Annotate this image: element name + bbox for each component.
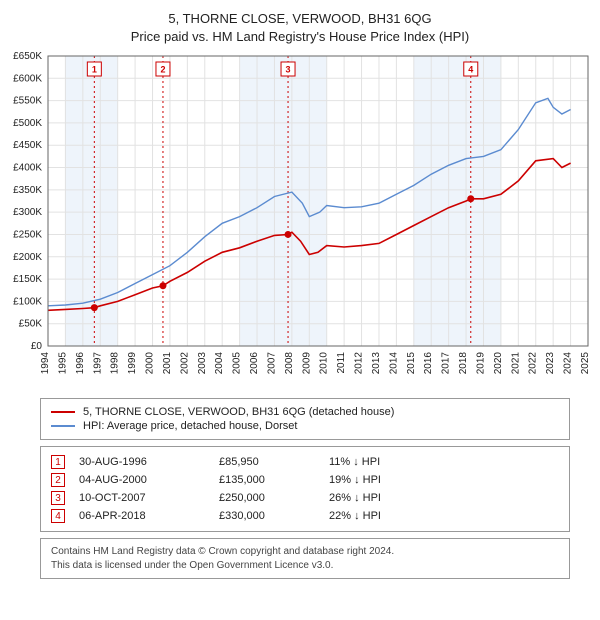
sale-row: 4 06-APR-2018£330,00022% ↓ HPI [51,507,559,525]
x-tick-label: 2015 [406,352,417,375]
sale-point [467,196,474,203]
sale-row-diff: 19% ↓ HPI [329,474,559,486]
chart-titles: 5, THORNE CLOSE, VERWOOD, BH31 6QG Price… [0,0,600,50]
x-tick-label: 2017 [441,352,452,375]
legend-swatch [51,425,75,427]
title-subtitle: Price paid vs. HM Land Registry's House … [8,28,592,46]
y-tick-label: £650K [13,51,42,62]
y-tick-label: £100K [13,297,42,308]
sale-marker-number: 4 [468,65,473,75]
sale-row-marker: 2 [51,473,65,487]
sale-row-marker: 3 [51,491,65,505]
x-tick-label: 1999 [127,352,138,375]
y-tick-label: £50K [19,319,43,330]
x-tick-label: 1998 [110,352,121,375]
x-tick-label: 2010 [319,352,330,375]
sale-marker-number: 1 [92,65,97,75]
sale-row-marker: 4 [51,509,65,523]
sale-point [91,305,98,312]
x-tick-label: 1996 [75,352,86,375]
y-tick-label: £150K [13,274,42,285]
x-tick-label: 2014 [388,352,399,375]
y-tick-label: £350K [13,185,42,196]
footer-line-1: Contains HM Land Registry data © Crown c… [51,545,559,559]
footer-attribution: Contains HM Land Registry data © Crown c… [40,538,570,579]
shaded-band [240,56,327,346]
x-tick-label: 2024 [563,352,574,375]
chart-area: £0 £50K £100K £150K £200K £250K £300K £350K £400… [0,50,600,390]
x-tick-label: 2008 [284,352,295,375]
legend-item: 5, THORNE CLOSE, VERWOOD, BH31 6QG (deta… [51,405,559,419]
sale-row-diff: 22% ↓ HPI [329,510,559,522]
sale-point [285,231,292,238]
x-tick-label: 2016 [423,352,434,375]
x-tick-label: 2021 [510,352,521,375]
sale-row-price: £330,000 [219,510,329,522]
sale-row-marker: 1 [51,455,65,469]
x-tick-label: 2004 [214,352,225,375]
x-tick-label: 2019 [475,352,486,375]
sale-row-date: 06-APR-2018 [79,510,219,522]
sales-table: 1 30-AUG-1996£85,95011% ↓ HPI 2 04-AUG-2000… [40,446,570,532]
sale-row: 2 04-AUG-2000£135,00019% ↓ HPI [51,471,559,489]
y-tick-label: £450K [13,141,42,152]
x-tick-label: 2013 [371,352,382,375]
x-tick-label: 2025 [580,352,591,375]
sale-row: 1 30-AUG-1996£85,95011% ↓ HPI [51,453,559,471]
legend-item: HPI: Average price, detached house, Dors… [51,419,559,433]
x-tick-label: 2023 [545,352,556,375]
title-address: 5, THORNE CLOSE, VERWOOD, BH31 6QG [8,10,592,28]
y-tick-label: £0 [31,341,43,352]
sale-row-date: 30-AUG-1996 [79,456,219,468]
shaded-band [414,56,501,346]
legend-label: 5, THORNE CLOSE, VERWOOD, BH31 6QG (deta… [83,406,394,418]
y-tick-label: £500K [13,118,42,129]
shaded-band [65,56,117,346]
y-tick-label: £200K [13,252,42,263]
sale-point [159,283,166,290]
x-tick-label: 1995 [57,352,68,375]
sale-row-date: 10-OCT-2007 [79,492,219,504]
page-container: 5, THORNE CLOSE, VERWOOD, BH31 6QG Price… [0,0,600,579]
x-tick-label: 2007 [266,352,277,375]
legend-swatch [51,411,75,413]
x-tick-label: 2020 [493,352,504,375]
chart-svg: £0 £50K £100K £150K £200K £250K £300K £350K £400… [0,50,600,390]
x-tick-label: 1997 [92,352,103,375]
legend-label: HPI: Average price, detached house, Dors… [83,420,297,432]
x-tick-label: 2018 [458,352,469,375]
x-tick-label: 2012 [354,352,365,375]
sale-row-diff: 11% ↓ HPI [329,456,559,468]
sale-row: 3 10-OCT-2007£250,00026% ↓ HPI [51,489,559,507]
y-tick-label: £300K [13,208,42,219]
sale-marker-number: 3 [286,65,291,75]
x-tick-label: 2002 [179,352,190,375]
sale-row-price: £85,950 [219,456,329,468]
sale-row-date: 04-AUG-2000 [79,474,219,486]
x-tick-label: 1994 [40,352,51,375]
sale-row-price: £250,000 [219,492,329,504]
x-tick-label: 2006 [249,352,260,375]
legend-box: 5, THORNE CLOSE, VERWOOD, BH31 6QG (deta… [40,398,570,440]
y-tick-label: £400K [13,163,42,174]
x-tick-label: 2003 [197,352,208,375]
y-tick-label: £550K [13,96,42,107]
y-tick-label: £250K [13,230,42,241]
x-tick-label: 2022 [528,352,539,375]
x-tick-label: 2005 [232,352,243,375]
sale-marker-number: 2 [160,65,165,75]
sale-row-diff: 26% ↓ HPI [329,492,559,504]
x-tick-label: 2011 [336,352,347,374]
x-tick-label: 2009 [301,352,312,375]
x-tick-label: 2000 [145,352,156,375]
y-tick-label: £600K [13,74,42,85]
sale-row-price: £135,000 [219,474,329,486]
x-tick-label: 2001 [162,352,173,375]
footer-line-2: This data is licensed under the Open Gov… [51,559,559,573]
